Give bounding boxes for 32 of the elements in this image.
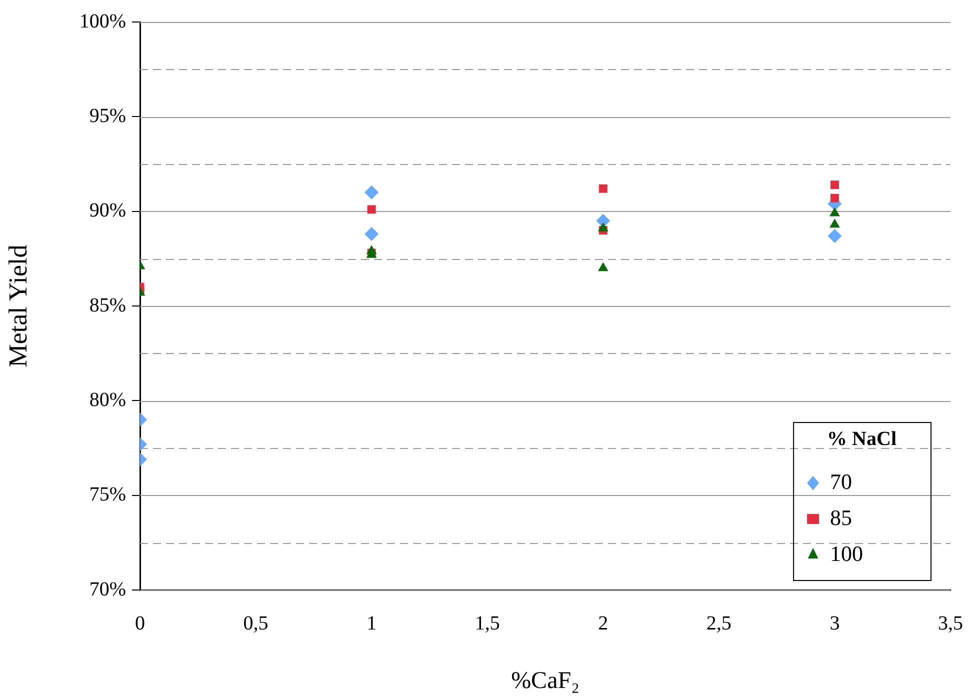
y-tick-label: 75% <box>89 484 126 506</box>
y-tick-label: 100% <box>79 10 126 32</box>
x-tick-label: 0,5 <box>243 612 268 634</box>
legend-label: 100 <box>830 540 864 566</box>
point <box>828 228 842 243</box>
x-tick-label: 0 <box>135 612 145 634</box>
point <box>598 262 608 272</box>
point <box>598 184 608 193</box>
y-tick-label: 70% <box>89 578 126 600</box>
legend-label: 85 <box>830 504 852 530</box>
y-tick-label: 80% <box>89 388 126 411</box>
legend-title: % NaCl <box>827 428 897 450</box>
x-tick-label: 2,5 <box>706 612 732 634</box>
point <box>830 207 840 216</box>
y-tick-label: 85% <box>89 294 126 316</box>
y-tick-label: 90% <box>89 200 126 222</box>
y-tick-label: 95% <box>89 104 126 127</box>
x-tick-label: 1 <box>366 612 377 634</box>
point <box>364 185 379 200</box>
y-axis-title: Metal Yield <box>3 244 32 368</box>
x-tick-label: 2 <box>598 612 608 634</box>
x-tick-label: 3,5 <box>938 612 963 634</box>
x-tick-label: 3 <box>830 612 840 634</box>
point <box>364 227 379 242</box>
point <box>830 194 839 202</box>
point <box>830 180 839 190</box>
point <box>830 218 840 228</box>
point <box>598 222 608 232</box>
legend-label: 70 <box>830 468 852 494</box>
x-tick-label: 1,5 <box>474 612 500 634</box>
point <box>367 205 376 214</box>
x-axis-title: %CaF₂ <box>511 668 580 694</box>
